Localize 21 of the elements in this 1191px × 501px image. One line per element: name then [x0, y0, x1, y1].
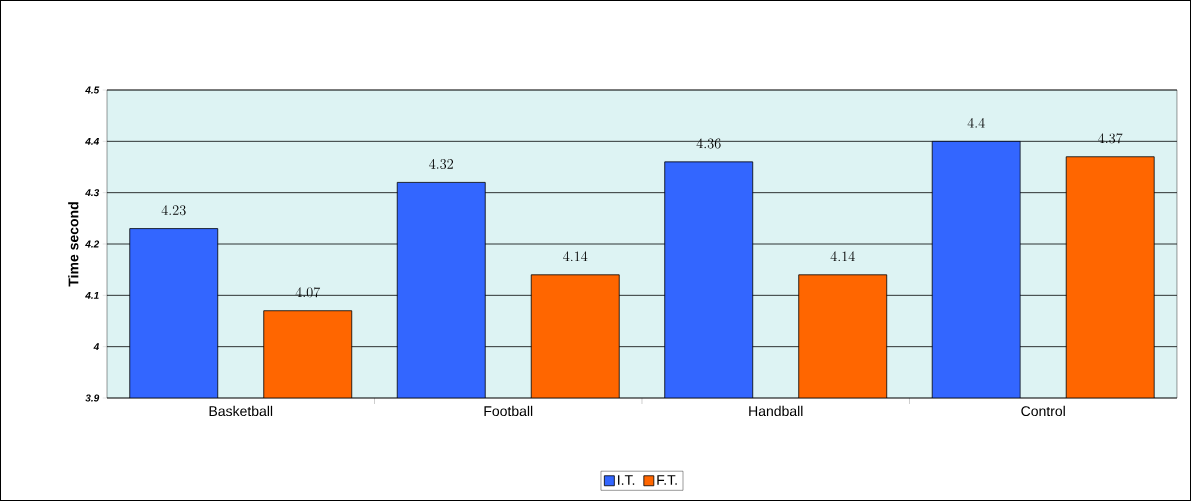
data-label: 4.23 — [161, 205, 186, 216]
y-tick-label: 4.1 — [85, 291, 99, 299]
y-tick-label: 4.2 — [85, 240, 100, 248]
y-tick-label: 4 — [93, 343, 100, 351]
legend-label: F.T. — [657, 475, 677, 485]
y-axis-title: Time second — [68, 202, 79, 287]
x-tick-label: Handball — [749, 405, 803, 417]
y-tick-label: 4.4 — [85, 137, 100, 145]
y-tick-label: 4.5 — [85, 86, 100, 94]
data-label: 4.07 — [295, 287, 321, 298]
data-label: 4.32 — [429, 158, 454, 169]
legend-label: I.T. — [618, 475, 635, 485]
y-tick-label: 3.9 — [85, 394, 100, 402]
data-label: 4. 14 — [563, 251, 588, 262]
y-tick-label: 4.3 — [85, 189, 100, 197]
x-tick-label: Basketball — [209, 405, 273, 417]
data-label: 4. 14 — [830, 251, 855, 262]
x-tick-label: Control — [1021, 405, 1065, 417]
data-label: 4.4 — [967, 117, 985, 128]
data-label: 4.37 — [1098, 133, 1123, 144]
x-tick-label: Football — [484, 405, 533, 417]
